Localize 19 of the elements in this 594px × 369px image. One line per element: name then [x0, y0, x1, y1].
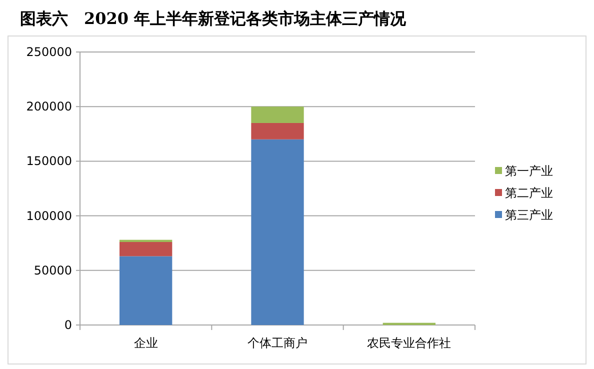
x-tick-label: 个体工商户 [248, 336, 308, 350]
bar [120, 242, 172, 256]
legend-label: 第三产业 [505, 208, 553, 222]
y-tick-label: 150000 [26, 154, 72, 168]
legend-label: 第二产业 [505, 186, 553, 200]
bar [251, 139, 304, 325]
bar [120, 256, 172, 325]
bar [120, 240, 172, 242]
x-tick-label: 农民专业合作社 [367, 336, 452, 350]
x-tick-label: 企业 [134, 336, 158, 350]
bar [251, 122, 304, 140]
y-tick-label: 200000 [26, 100, 72, 114]
y-tick-label: 0 [64, 318, 72, 332]
y-tick-label: 250000 [26, 45, 72, 59]
bar [251, 106, 304, 123]
y-tick-label: 100000 [26, 208, 72, 223]
chart-title: 图表六 2020 年上半年新登记各类市场主体三产情况 [20, 9, 408, 28]
y-tick-label: 50000 [34, 263, 72, 278]
legend-label: 第一产业 [505, 164, 553, 178]
